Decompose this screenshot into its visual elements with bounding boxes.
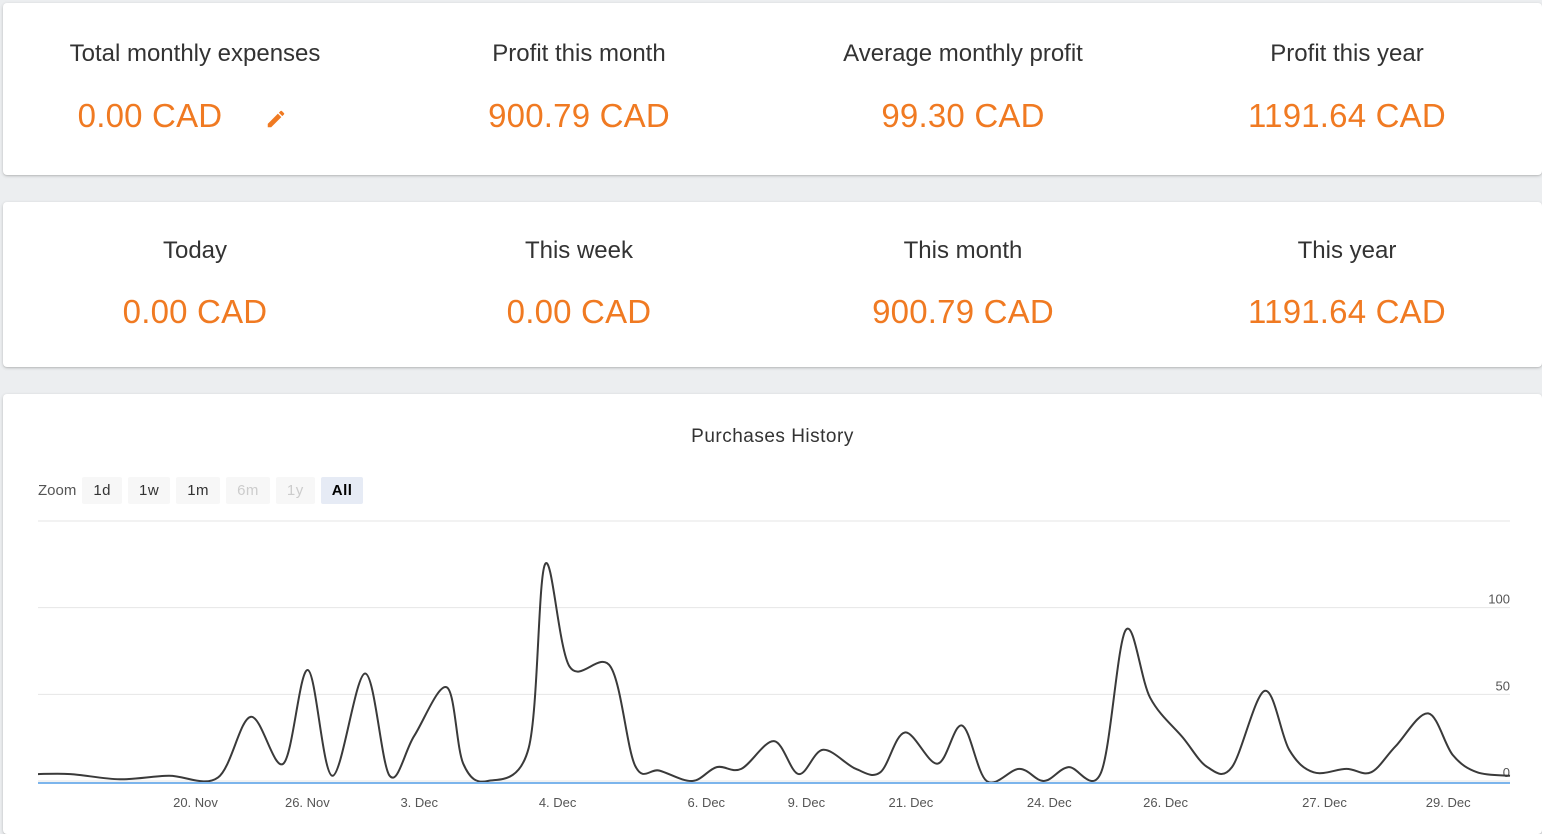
stat-average-monthly-profit: Average monthly profit 99.30 CAD — [771, 3, 1155, 175]
x-tick-label: 4. Dec — [539, 795, 577, 810]
stat-value: 99.30 CAD — [881, 97, 1045, 134]
chart-title: Purchases History — [691, 426, 854, 447]
y-tick-label: 0 — [1503, 765, 1510, 780]
zoom-1y-button: 1y — [275, 477, 315, 504]
stat-value: 900.79 CAD — [488, 97, 670, 134]
zoom-bar: Zoom 1d 1w 1m 6m 1y All — [38, 477, 369, 504]
stat-label: Profit this year — [1270, 40, 1424, 67]
stat-profit-this-year: Profit this year 1191.64 CAD — [1155, 3, 1539, 175]
stat-value: 1191.64 CAD — [1248, 293, 1446, 330]
stat-label: Total monthly expenses — [69, 40, 321, 67]
stat-value: 0.00 CAD — [122, 293, 268, 330]
stat-label: Profit this month — [492, 40, 666, 67]
zoom-1w-button[interactable]: 1w — [128, 477, 171, 504]
stat-profit-this-month: Profit this month 900.79 CAD — [387, 3, 771, 175]
y-tick-label: 50 — [1496, 678, 1510, 693]
stat-label: Average monthly profit — [843, 40, 1083, 67]
stat-value: 0.00 CAD — [506, 293, 652, 330]
stat-value: 900.79 CAD — [872, 293, 1054, 330]
series-line — [37, 562, 1511, 784]
purchases-history-chart: 0 50 100 20. Nov 26. Nov 3. Dec 4. Dec 6. Dec 9.… — [37, 520, 1511, 810]
stat-label: This week — [524, 237, 634, 264]
stat-this-month: This month 900.79 CAD — [771, 202, 1155, 367]
stat-label: This month — [903, 237, 1023, 264]
x-tick-label: 9. Dec — [788, 795, 826, 810]
x-tick-label: 29. Dec — [1426, 795, 1471, 810]
stat-label: Today — [162, 237, 228, 264]
pencil-icon[interactable] — [265, 108, 287, 130]
zoom-all-button[interactable]: All — [320, 477, 364, 504]
purchases-history-card: Purchases History Zoom 1d 1w 1m 6m 1y Al… — [3, 394, 1542, 834]
zoom-label: Zoom — [38, 482, 77, 499]
x-tick-label: 24. Dec — [1027, 795, 1072, 810]
x-tick-label: 20. Nov — [173, 795, 218, 810]
y-tick-label: 100 — [1488, 592, 1510, 607]
zoom-1m-button[interactable]: 1m — [176, 477, 221, 504]
zoom-6m-button: 6m — [226, 477, 270, 504]
x-tick-label: 27. Dec — [1302, 795, 1347, 810]
stat-this-year: This year 1191.64 CAD — [1155, 202, 1539, 367]
x-tick-label: 26. Dec — [1143, 795, 1188, 810]
stat-today: Today 0.00 CAD — [3, 202, 387, 367]
x-tick-label: 3. Dec — [400, 795, 438, 810]
stat-value: 1191.64 CAD — [1248, 97, 1446, 134]
x-tick-label: 21. Dec — [888, 795, 933, 810]
stat-label: This year — [1297, 237, 1397, 264]
stat-value: 0.00 CAD — [77, 97, 223, 134]
stat-this-week: This week 0.00 CAD — [387, 202, 771, 367]
stat-total-monthly-expenses: Total monthly expenses 0.00 CAD — [3, 3, 387, 175]
profit-summary-card: Total monthly expenses 0.00 CAD Profit t… — [3, 3, 1542, 175]
sales-summary-card: Today 0.00 CAD This week 0.00 CAD This m… — [3, 202, 1542, 367]
x-tick-label: 26. Nov — [285, 795, 330, 810]
zoom-1d-button[interactable]: 1d — [82, 477, 123, 504]
x-tick-label: 6. Dec — [687, 795, 725, 810]
